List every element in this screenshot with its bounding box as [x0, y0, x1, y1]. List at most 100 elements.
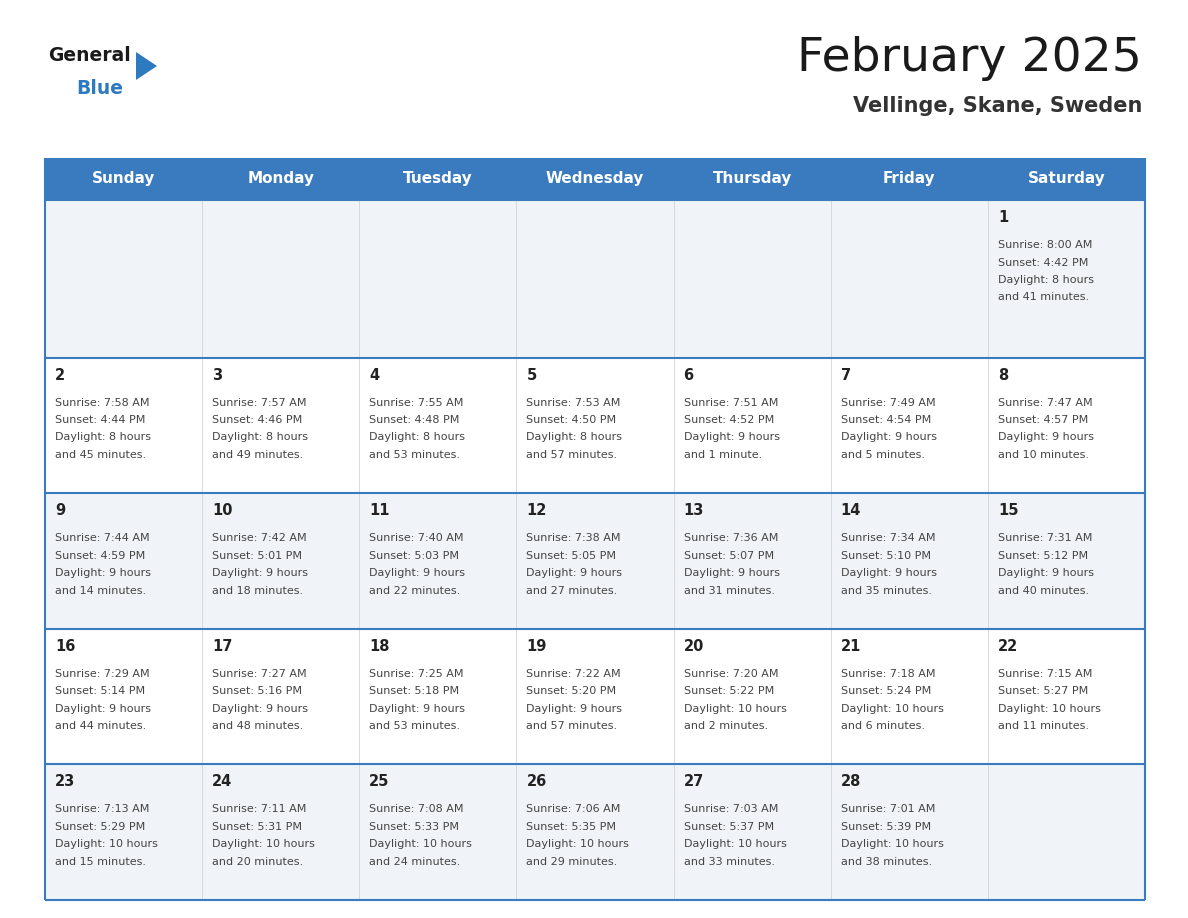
- Text: Daylight: 8 hours: Daylight: 8 hours: [213, 432, 308, 442]
- Text: Sunrise: 7:31 AM: Sunrise: 7:31 AM: [998, 533, 1092, 543]
- Text: and 10 minutes.: and 10 minutes.: [998, 450, 1089, 460]
- Text: Daylight: 10 hours: Daylight: 10 hours: [55, 839, 158, 849]
- Text: Daylight: 10 hours: Daylight: 10 hours: [526, 839, 630, 849]
- Text: Sunrise: 7:47 AM: Sunrise: 7:47 AM: [998, 397, 1093, 408]
- Text: and 57 minutes.: and 57 minutes.: [526, 722, 618, 732]
- Text: 11: 11: [369, 503, 390, 518]
- Text: and 57 minutes.: and 57 minutes.: [526, 450, 618, 460]
- Text: 6: 6: [683, 367, 694, 383]
- Text: and 6 minutes.: and 6 minutes.: [841, 722, 924, 732]
- Text: Daylight: 9 hours: Daylight: 9 hours: [841, 432, 936, 442]
- Text: Sunrise: 7:40 AM: Sunrise: 7:40 AM: [369, 533, 463, 543]
- Text: Sunset: 5:14 PM: Sunset: 5:14 PM: [55, 687, 145, 696]
- Text: Sunset: 5:22 PM: Sunset: 5:22 PM: [683, 687, 773, 696]
- Text: Daylight: 10 hours: Daylight: 10 hours: [683, 839, 786, 849]
- Text: Sunrise: 7:44 AM: Sunrise: 7:44 AM: [55, 533, 150, 543]
- Text: Sunrise: 7:51 AM: Sunrise: 7:51 AM: [683, 397, 778, 408]
- Text: 28: 28: [841, 775, 861, 789]
- Text: and 41 minutes.: and 41 minutes.: [998, 293, 1089, 303]
- Text: Sunday: Sunday: [91, 172, 156, 186]
- Text: 26: 26: [526, 775, 546, 789]
- Text: Sunrise: 7:11 AM: Sunrise: 7:11 AM: [213, 804, 307, 814]
- Text: Sunset: 5:07 PM: Sunset: 5:07 PM: [683, 551, 773, 561]
- Text: and 53 minutes.: and 53 minutes.: [369, 450, 460, 460]
- Text: Sunrise: 8:00 AM: Sunrise: 8:00 AM: [998, 240, 1092, 250]
- Text: and 38 minutes.: and 38 minutes.: [841, 856, 931, 867]
- Text: Sunset: 4:42 PM: Sunset: 4:42 PM: [998, 258, 1088, 267]
- Text: and 45 minutes.: and 45 minutes.: [55, 450, 146, 460]
- Text: Sunrise: 7:18 AM: Sunrise: 7:18 AM: [841, 668, 935, 678]
- Polygon shape: [135, 52, 157, 80]
- Text: and 1 minute.: and 1 minute.: [683, 450, 762, 460]
- Text: and 2 minutes.: and 2 minutes.: [683, 722, 767, 732]
- Text: Daylight: 10 hours: Daylight: 10 hours: [998, 704, 1101, 714]
- Text: Sunset: 4:46 PM: Sunset: 4:46 PM: [213, 415, 303, 425]
- Text: Sunrise: 7:57 AM: Sunrise: 7:57 AM: [213, 397, 307, 408]
- Text: 2: 2: [55, 367, 65, 383]
- Text: 9: 9: [55, 503, 65, 518]
- Text: 1: 1: [998, 210, 1009, 225]
- Bar: [45, 765, 1145, 900]
- Text: Daylight: 9 hours: Daylight: 9 hours: [369, 568, 466, 578]
- Text: 23: 23: [55, 775, 75, 789]
- Text: Sunrise: 7:03 AM: Sunrise: 7:03 AM: [683, 804, 778, 814]
- Text: Sunset: 5:27 PM: Sunset: 5:27 PM: [998, 687, 1088, 696]
- Text: Daylight: 9 hours: Daylight: 9 hours: [683, 568, 779, 578]
- Text: Tuesday: Tuesday: [403, 172, 473, 186]
- Text: Daylight: 9 hours: Daylight: 9 hours: [841, 568, 936, 578]
- Text: Sunset: 4:59 PM: Sunset: 4:59 PM: [55, 551, 145, 561]
- Text: Vellinge, Skane, Sweden: Vellinge, Skane, Sweden: [853, 96, 1142, 116]
- Text: Sunrise: 7:36 AM: Sunrise: 7:36 AM: [683, 533, 778, 543]
- Text: and 40 minutes.: and 40 minutes.: [998, 586, 1089, 596]
- Text: and 27 minutes.: and 27 minutes.: [526, 586, 618, 596]
- Text: Sunset: 5:33 PM: Sunset: 5:33 PM: [369, 822, 460, 832]
- Text: Sunset: 5:29 PM: Sunset: 5:29 PM: [55, 822, 145, 832]
- Text: Daylight: 10 hours: Daylight: 10 hours: [683, 704, 786, 714]
- Text: Saturday: Saturday: [1028, 172, 1105, 186]
- Text: 12: 12: [526, 503, 546, 518]
- Text: Daylight: 10 hours: Daylight: 10 hours: [369, 839, 472, 849]
- Text: 8: 8: [998, 367, 1009, 383]
- Text: Sunrise: 7:15 AM: Sunrise: 7:15 AM: [998, 668, 1092, 678]
- Text: 14: 14: [841, 503, 861, 518]
- Bar: [45, 357, 1145, 493]
- Text: Sunset: 5:05 PM: Sunset: 5:05 PM: [526, 551, 617, 561]
- Text: Blue: Blue: [76, 79, 124, 98]
- Text: Sunrise: 7:49 AM: Sunrise: 7:49 AM: [841, 397, 935, 408]
- Text: 15: 15: [998, 503, 1018, 518]
- Text: and 24 minutes.: and 24 minutes.: [369, 856, 461, 867]
- Text: 18: 18: [369, 639, 390, 654]
- Text: February 2025: February 2025: [797, 36, 1142, 81]
- Text: Daylight: 8 hours: Daylight: 8 hours: [55, 432, 151, 442]
- Text: Wednesday: Wednesday: [545, 172, 644, 186]
- Text: Sunset: 4:52 PM: Sunset: 4:52 PM: [683, 415, 773, 425]
- Bar: [45, 200, 1145, 357]
- Text: Sunset: 5:18 PM: Sunset: 5:18 PM: [369, 687, 460, 696]
- Text: Daylight: 10 hours: Daylight: 10 hours: [841, 839, 943, 849]
- Text: Sunrise: 7:13 AM: Sunrise: 7:13 AM: [55, 804, 150, 814]
- Text: 21: 21: [841, 639, 861, 654]
- Text: Daylight: 9 hours: Daylight: 9 hours: [213, 704, 308, 714]
- Text: Sunrise: 7:20 AM: Sunrise: 7:20 AM: [683, 668, 778, 678]
- Text: Sunrise: 7:08 AM: Sunrise: 7:08 AM: [369, 804, 463, 814]
- Text: Daylight: 10 hours: Daylight: 10 hours: [841, 704, 943, 714]
- Text: Daylight: 9 hours: Daylight: 9 hours: [526, 704, 623, 714]
- Text: 19: 19: [526, 639, 546, 654]
- Text: Sunset: 4:44 PM: Sunset: 4:44 PM: [55, 415, 145, 425]
- Text: General: General: [48, 46, 131, 65]
- Text: Sunrise: 7:06 AM: Sunrise: 7:06 AM: [526, 804, 621, 814]
- Text: Daylight: 9 hours: Daylight: 9 hours: [213, 568, 308, 578]
- Text: Sunrise: 7:29 AM: Sunrise: 7:29 AM: [55, 668, 150, 678]
- Text: Sunrise: 7:42 AM: Sunrise: 7:42 AM: [213, 533, 307, 543]
- Text: 24: 24: [213, 775, 233, 789]
- Text: Sunrise: 7:53 AM: Sunrise: 7:53 AM: [526, 397, 621, 408]
- Text: Daylight: 9 hours: Daylight: 9 hours: [998, 568, 1094, 578]
- Text: Thursday: Thursday: [713, 172, 792, 186]
- Text: and 18 minutes.: and 18 minutes.: [213, 586, 303, 596]
- Text: and 48 minutes.: and 48 minutes.: [213, 722, 303, 732]
- Text: Sunrise: 7:38 AM: Sunrise: 7:38 AM: [526, 533, 621, 543]
- Text: Sunset: 5:31 PM: Sunset: 5:31 PM: [213, 822, 302, 832]
- Text: Daylight: 8 hours: Daylight: 8 hours: [998, 275, 1094, 285]
- Text: and 33 minutes.: and 33 minutes.: [683, 856, 775, 867]
- Text: and 5 minutes.: and 5 minutes.: [841, 450, 924, 460]
